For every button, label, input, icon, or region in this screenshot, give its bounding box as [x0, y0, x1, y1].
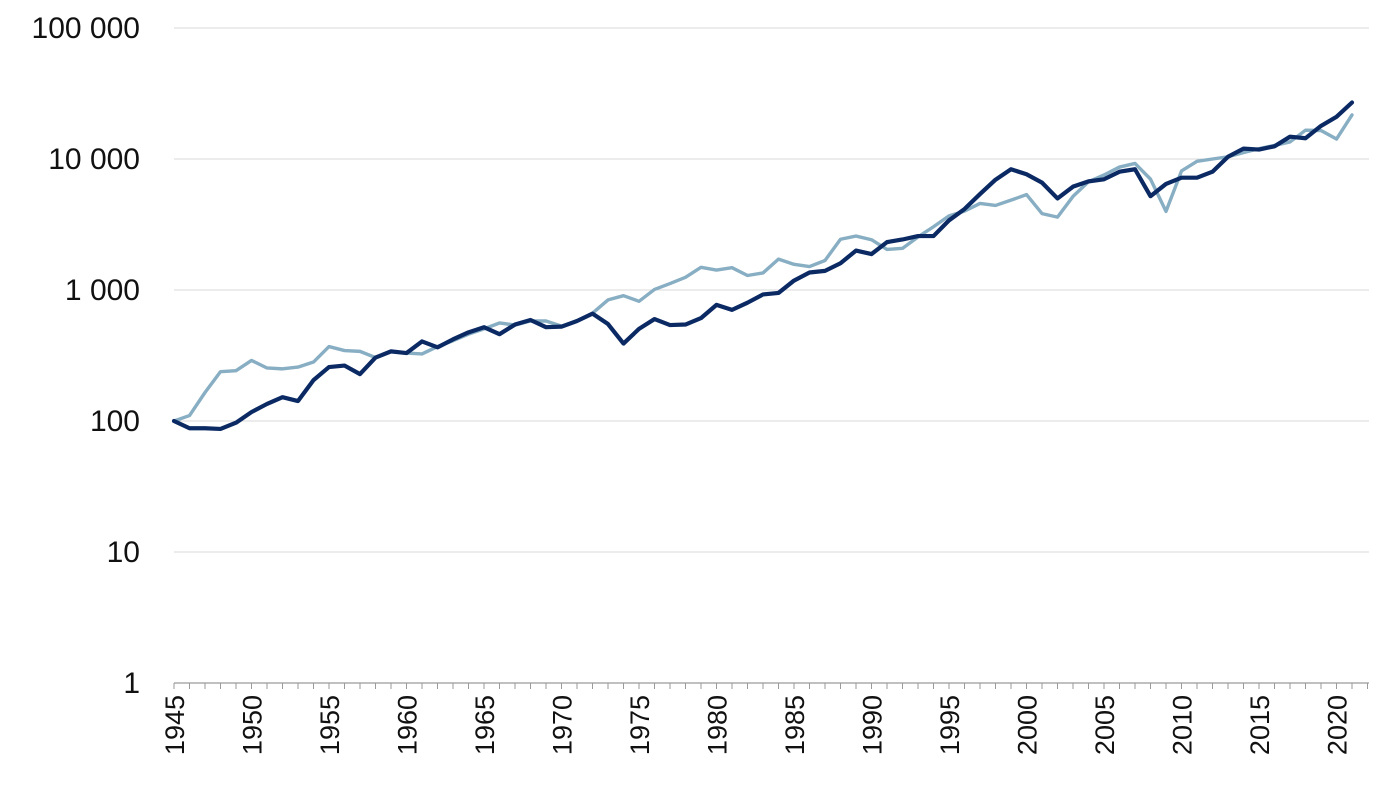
- x-tick-label: 2005: [1090, 695, 1120, 755]
- x-tick-label: 1970: [548, 695, 578, 755]
- x-axis-tick-labels: 1945 1950 1955 1960 1965 1970 1975 1980 1985 1990…: [160, 695, 1353, 755]
- y-tick-label: 10: [107, 536, 140, 569]
- x-tick-label: 1985: [780, 695, 810, 755]
- x-tick-label: 1995: [935, 695, 965, 755]
- y-tick-label: 1 000: [65, 274, 140, 307]
- x-tick-label: 1955: [315, 695, 345, 755]
- x-tick-label: 1945: [160, 695, 190, 755]
- series-line-2: [172, 113, 1354, 423]
- x-tick-label: 2020: [1323, 695, 1353, 755]
- x-tick-label: 1975: [625, 695, 655, 755]
- x-tick-label: 2015: [1245, 695, 1275, 755]
- x-tick-label: 2000: [1013, 695, 1043, 755]
- y-tick-label: 10 000: [48, 143, 140, 176]
- y-tick-label: 100: [90, 405, 140, 438]
- x-tick-label: 1980: [703, 695, 733, 755]
- y-tick-label: 100 000: [32, 12, 140, 45]
- x-tick-label: 2010: [1168, 695, 1198, 755]
- x-tick-label: 1965: [470, 695, 500, 755]
- x-tick-label: 1960: [393, 695, 423, 755]
- x-tick-label: 1950: [238, 695, 268, 755]
- series-lines: [171, 100, 1355, 432]
- series-line-1: [171, 100, 1355, 432]
- y-tick-label: 1: [123, 667, 140, 700]
- y-axis-tick-labels: 1 10 100 1 000 10 000 100 000: [32, 12, 140, 700]
- gridlines: [174, 27, 1369, 553]
- x-tick-label: 1990: [858, 695, 888, 755]
- x-axis: [173, 682, 1369, 689]
